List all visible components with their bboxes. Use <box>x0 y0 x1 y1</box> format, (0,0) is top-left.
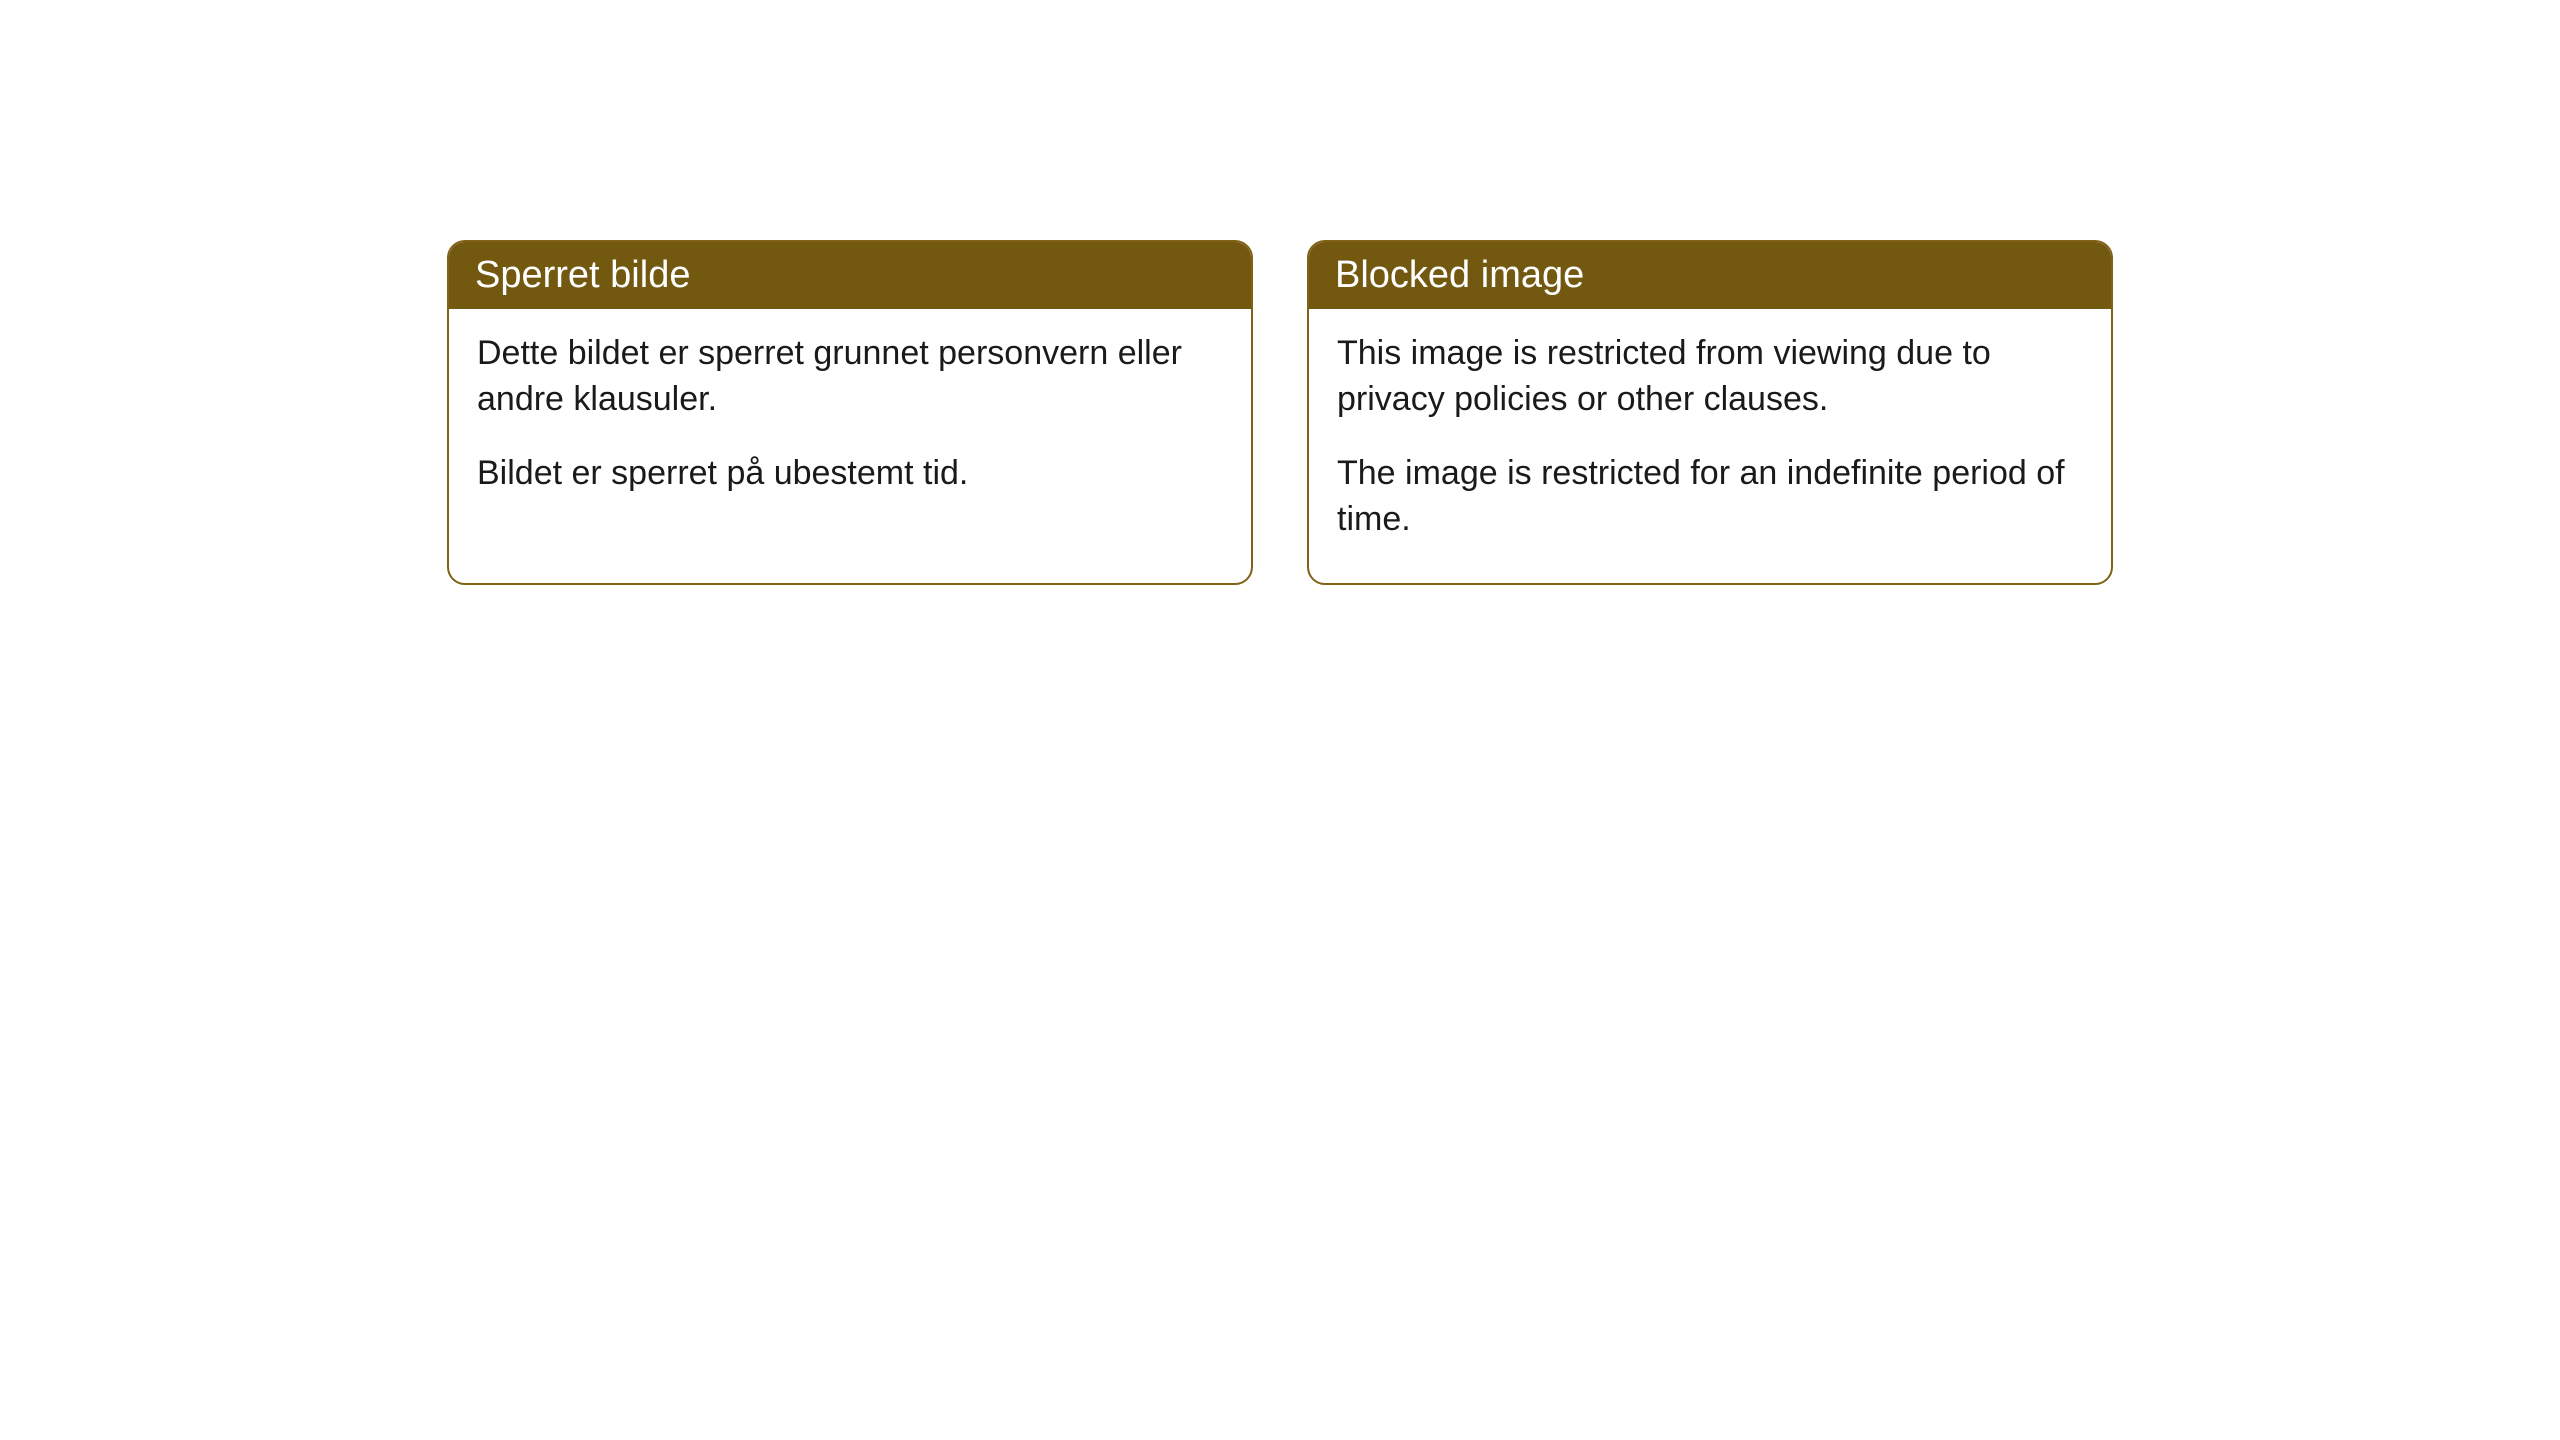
card-title: Sperret bilde <box>475 254 690 296</box>
notification-cards-container: Sperret bilde Dette bildet er sperret gr… <box>447 240 2113 585</box>
card-paragraph: This image is restricted from viewing du… <box>1337 331 2083 423</box>
blocked-image-card-norwegian: Sperret bilde Dette bildet er sperret gr… <box>447 240 1253 585</box>
card-paragraph: Bildet er sperret på ubestemt tid. <box>477 451 1223 497</box>
blocked-image-card-english: Blocked image This image is restricted f… <box>1307 240 2113 585</box>
card-paragraph: Dette bildet er sperret grunnet personve… <box>477 331 1223 423</box>
card-paragraph: The image is restricted for an indefinit… <box>1337 451 2083 543</box>
card-header: Sperret bilde <box>449 242 1251 309</box>
card-header: Blocked image <box>1309 242 2111 309</box>
card-title: Blocked image <box>1335 254 1584 296</box>
card-body: This image is restricted from viewing du… <box>1309 309 2111 583</box>
card-body: Dette bildet er sperret grunnet personve… <box>449 309 1251 537</box>
